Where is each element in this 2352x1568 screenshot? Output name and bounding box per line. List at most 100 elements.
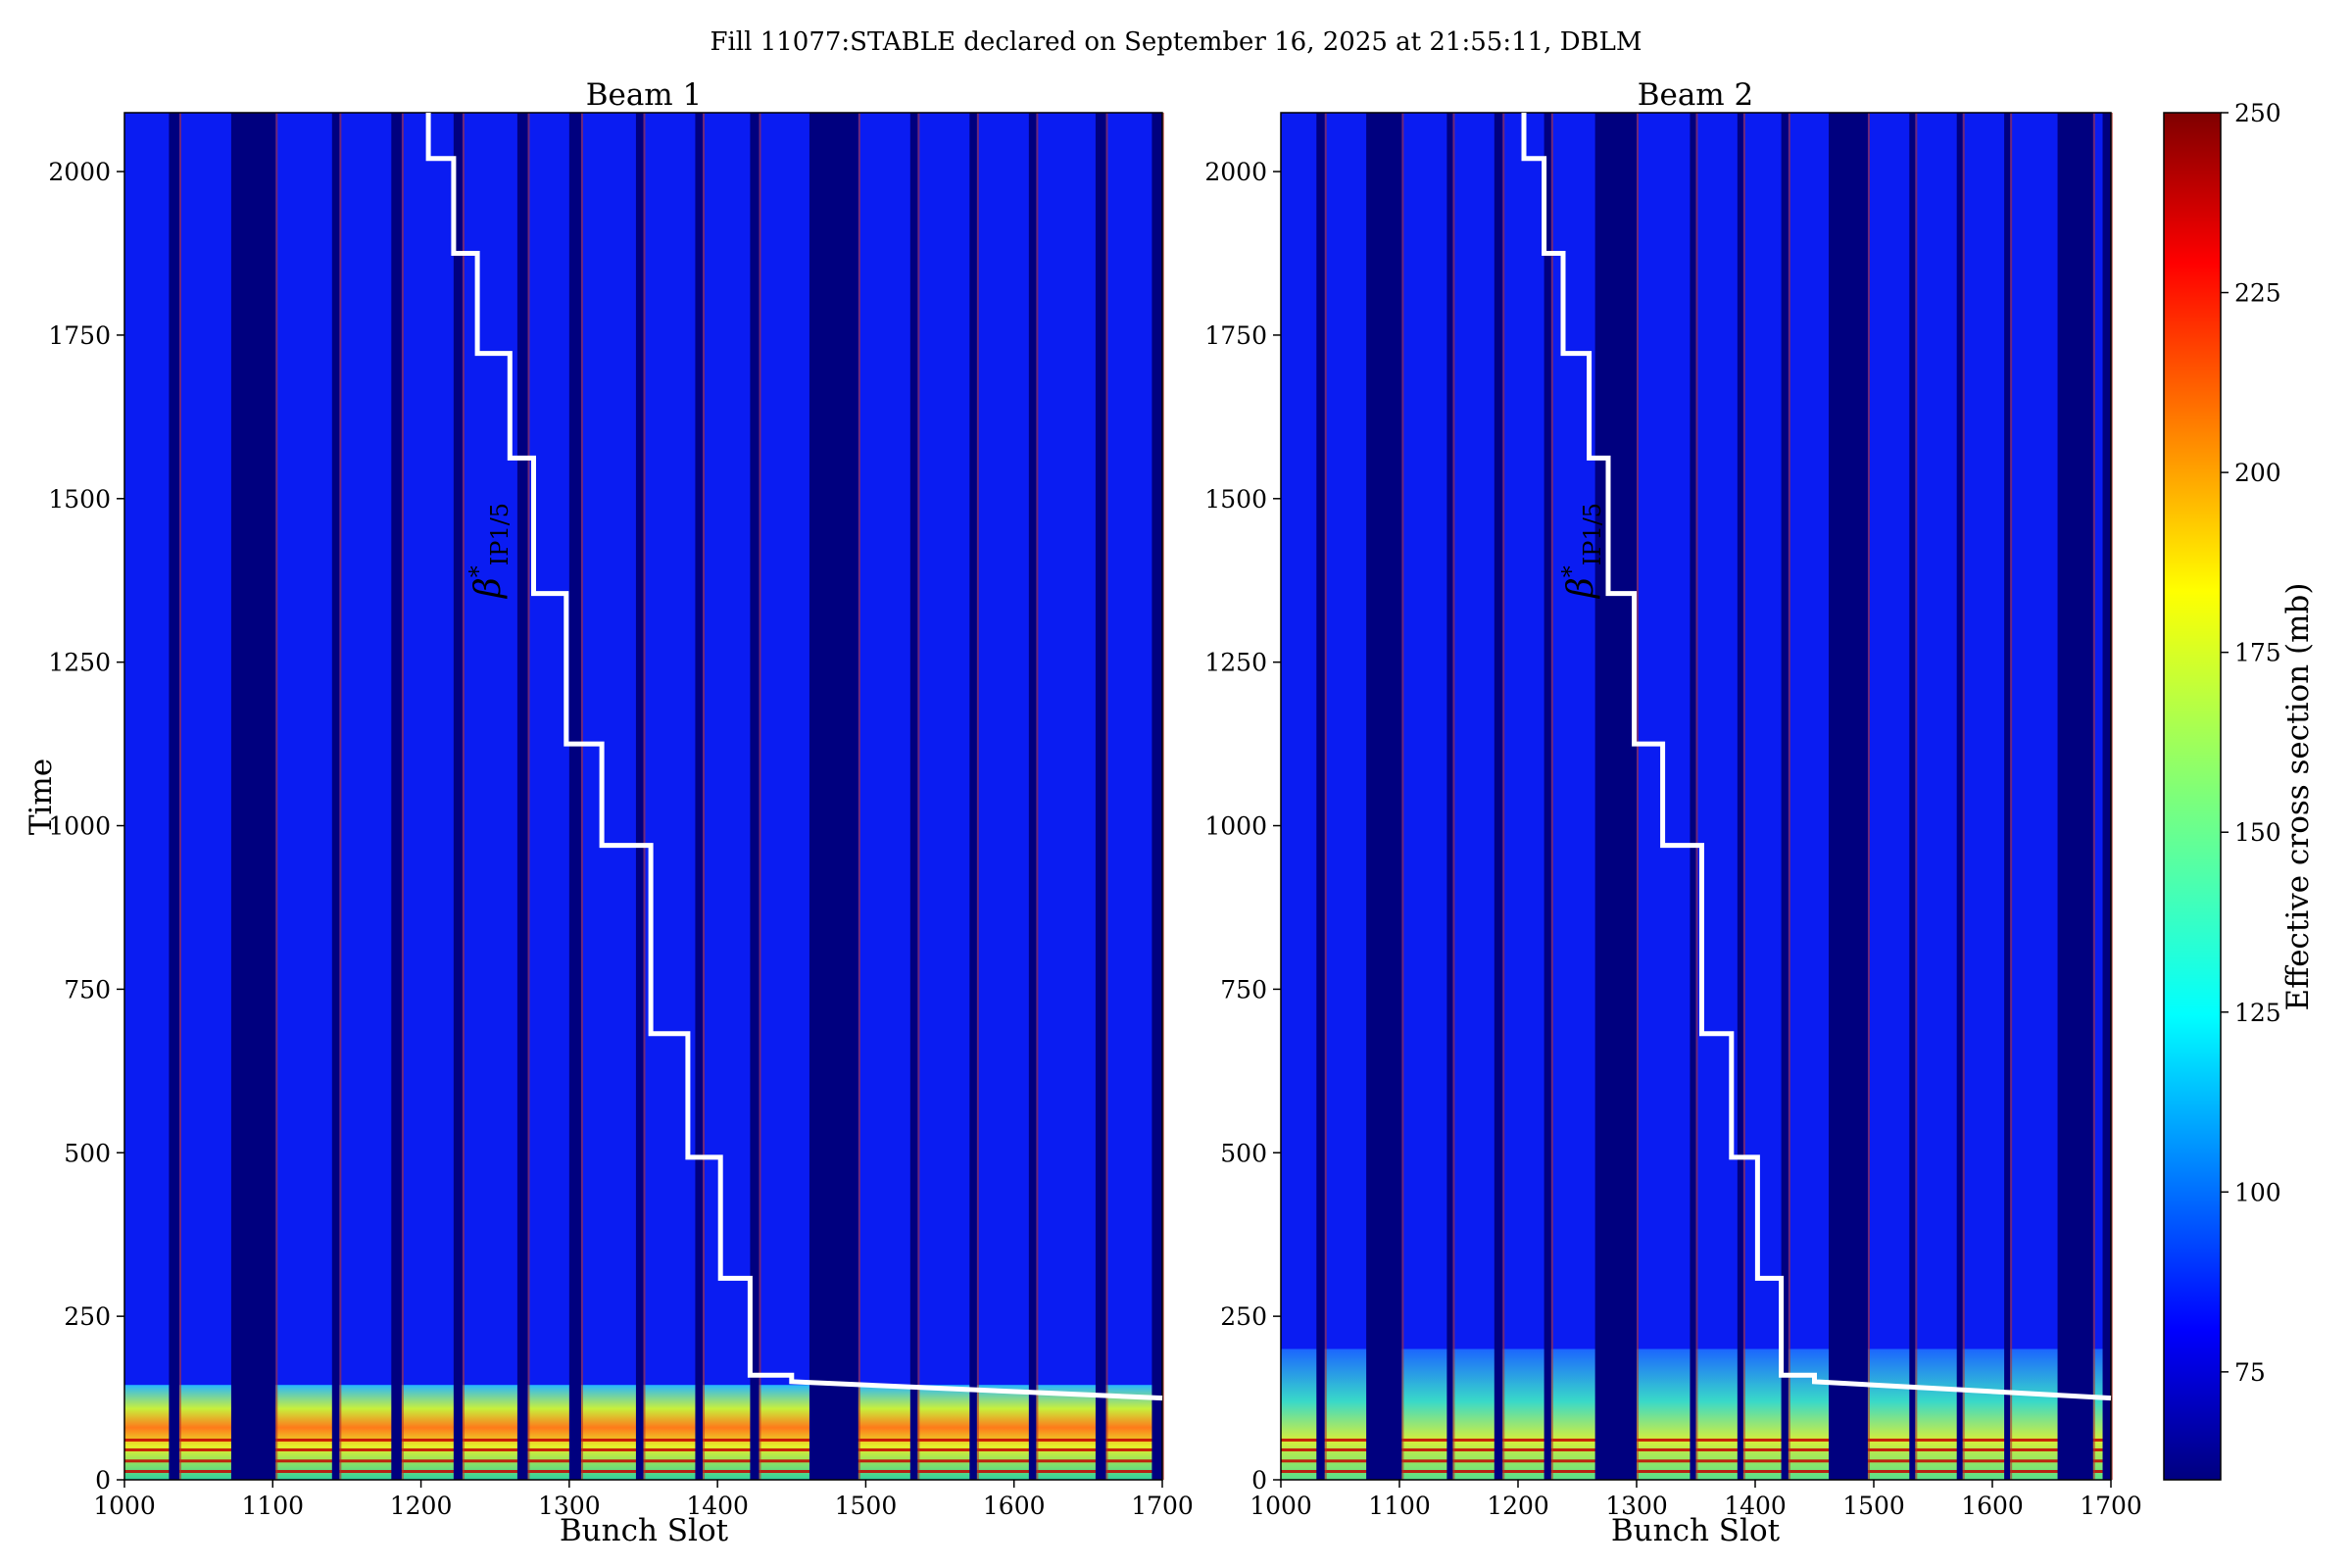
- y-tick-label: 1500: [48, 485, 111, 514]
- colorbar-ticks: 75 100 125 150 175 200 225 250: [2221, 99, 2281, 1387]
- beam1-ylabel: Time: [24, 759, 59, 835]
- train-edge: [1105, 113, 1108, 1480]
- train-edge: [703, 113, 706, 1480]
- empty-bunch-column: [1152, 113, 1162, 1480]
- empty-bunch-column: [1594, 113, 1637, 1480]
- y-tick-label: 0: [95, 1466, 111, 1494]
- train-edge: [917, 113, 920, 1480]
- train-edge: [1162, 113, 1164, 1480]
- empty-bunch-column: [635, 113, 644, 1480]
- beam2-beta-line: [1521, 113, 2112, 1401]
- empty-bunch-column: [969, 113, 977, 1480]
- empty-bunch-column: [909, 113, 918, 1480]
- beam2-xlabel: Bunch Slot: [1611, 1513, 1781, 1548]
- empty-bunch-column: [453, 113, 463, 1480]
- train-edge: [1867, 113, 1870, 1480]
- empty-bunch-column: [1446, 113, 1453, 1480]
- y-tick-label: 750: [1220, 975, 1267, 1004]
- empty-bunch-column: [1544, 113, 1551, 1480]
- train-edge: [1962, 113, 1965, 1480]
- empty-bunch-column: [1028, 113, 1037, 1480]
- empty-bunch-column: [1829, 113, 1868, 1480]
- train-edge: [1324, 113, 1327, 1480]
- train-edge: [643, 113, 646, 1480]
- y-tick-label: 1250: [48, 649, 111, 677]
- beam1-panel: Beam 1 Bunch Slot Time β*IP1/5 1000 1100 1…: [24, 77, 1194, 1548]
- empty-bunch-column: [1494, 113, 1503, 1480]
- empty-bunch-column: [1909, 113, 1916, 1480]
- x-tick-label: 1300: [1605, 1492, 1668, 1520]
- beam2-xticks: 1000 1100 1200 1300 1400 1500 1600 1700: [1250, 1480, 2142, 1520]
- x-tick-label: 1100: [241, 1492, 304, 1520]
- y-tick-label: 1750: [48, 321, 111, 350]
- x-tick-label: 1000: [93, 1492, 156, 1520]
- empty-bunch-column: [695, 113, 704, 1480]
- x-tick-label: 1400: [1724, 1492, 1787, 1520]
- x-tick-label: 1200: [390, 1492, 453, 1520]
- y-tick-label: 2000: [48, 158, 111, 186]
- colorbar-label: Effective cross section (mb): [2280, 583, 2316, 1011]
- colorbar-tick-label: 150: [2234, 818, 2281, 847]
- x-tick-label: 1700: [2080, 1492, 2142, 1520]
- train-edge: [1637, 113, 1639, 1480]
- train-edge: [1036, 113, 1039, 1480]
- figure-title: Fill 11077:STABLE declared on September …: [710, 27, 1642, 57]
- train-edge: [275, 113, 278, 1480]
- beta-star-line: [425, 113, 1163, 1401]
- x-tick-label: 1000: [1250, 1492, 1312, 1520]
- plot-frame: [1280, 112, 2112, 1481]
- train-edge: [178, 113, 181, 1480]
- empty-bunch-column: [169, 113, 179, 1480]
- empty-bunch-column: [516, 113, 528, 1480]
- x-tick-label: 1700: [1131, 1492, 1194, 1520]
- empty-bunch-column: [1095, 113, 1106, 1480]
- y-tick-label: 1500: [1204, 485, 1267, 514]
- colorbar-tick-label: 200: [2234, 459, 2281, 487]
- empty-bunch-column: [1366, 113, 1402, 1480]
- train-edge: [580, 113, 583, 1480]
- beta-star-line: [1521, 113, 2112, 1401]
- x-tick-label: 1400: [686, 1492, 749, 1520]
- colorbar-tick-label: 100: [2234, 1178, 2281, 1206]
- train-edge: [1452, 113, 1455, 1480]
- x-tick-label: 1100: [1368, 1492, 1431, 1520]
- train-edge: [1915, 113, 1918, 1480]
- empty-bunch-column: [808, 113, 858, 1480]
- beam2-panel: Beam 2 Bunch Slot β*IP1/5 1000 1100 1200 13…: [1204, 77, 2141, 1548]
- train-edge: [1742, 113, 1745, 1480]
- beam1-title: Beam 1: [586, 77, 703, 113]
- y-tick-label: 1000: [48, 812, 111, 841]
- empty-bunch-column: [750, 113, 760, 1480]
- empty-bunch-column: [331, 113, 340, 1480]
- x-tick-label: 1600: [1961, 1492, 2024, 1520]
- empty-bunch-column: [1737, 113, 1743, 1480]
- train-edge: [2092, 113, 2095, 1480]
- beam1-heatmap: [123, 112, 1164, 1481]
- empty-bunch-column: [1690, 113, 1696, 1480]
- train-edge: [759, 113, 761, 1480]
- empty-bunch-column: [391, 113, 402, 1480]
- empty-bunch-column: [2057, 113, 2093, 1480]
- x-tick-label: 1600: [983, 1492, 1046, 1520]
- y-tick-label: 1750: [1204, 321, 1267, 350]
- train-edge: [1550, 113, 1553, 1480]
- empty-bunch-column: [1316, 113, 1325, 1480]
- colorbar-tick-label: 75: [2234, 1358, 2266, 1387]
- beam2-title: Beam 2: [1638, 77, 1754, 113]
- empty-bunch-column: [2004, 113, 2011, 1480]
- train-edge: [527, 113, 530, 1480]
- train-edge: [1401, 113, 1404, 1480]
- colorbar-gradient: [2163, 112, 2222, 1481]
- train-edge: [2010, 113, 2013, 1480]
- train-edge: [2111, 113, 2113, 1480]
- train-edge: [1695, 113, 1698, 1480]
- train-edge: [1502, 113, 1505, 1480]
- train-edge: [462, 113, 465, 1480]
- y-tick-label: 500: [1220, 1139, 1267, 1167]
- y-tick-label: 250: [64, 1302, 111, 1331]
- beam1-beta-line: [425, 113, 1163, 1401]
- beam1-beta-annotation: β*IP1/5: [465, 503, 514, 600]
- y-tick-label: 250: [1220, 1302, 1267, 1331]
- colorbar-tick-label: 250: [2234, 99, 2281, 127]
